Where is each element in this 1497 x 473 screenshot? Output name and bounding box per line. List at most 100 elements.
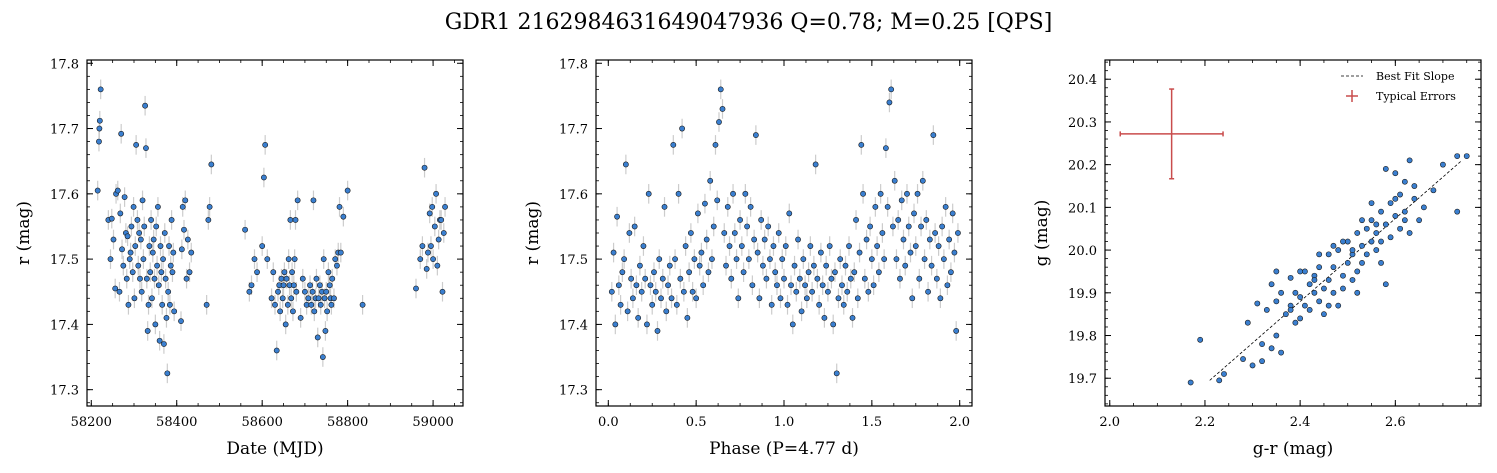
data-point [136,230,143,236]
data-point [1316,251,1323,258]
data-point [164,370,171,377]
data-point [1240,356,1246,362]
data-point [132,243,139,249]
data-point [782,243,789,249]
y-tick-label: 17.3 [50,384,79,399]
data-point [1297,268,1304,275]
data-point [1411,195,1418,202]
data-point [738,243,745,249]
data-point [682,243,689,249]
data-point [1401,178,1408,185]
data-point [186,269,193,276]
data-point [1273,298,1280,305]
data-point [159,301,166,308]
data-point [735,295,742,302]
data-point [953,328,960,334]
data-point [1278,349,1285,356]
y-axis-label: g (mag) [1032,200,1052,267]
data-point [1363,251,1370,258]
data-point [138,288,145,295]
data-point [268,295,275,302]
data-point [883,145,889,152]
data-point [1354,230,1361,236]
data-point [310,197,317,204]
data-point [1368,200,1375,206]
data-point [949,210,956,217]
data-point [802,282,808,289]
data-point [163,314,170,321]
data-point [881,256,888,263]
data-point [1382,166,1389,172]
data-point [1330,242,1337,249]
data-point [810,262,817,269]
data-point [656,256,663,263]
data-point [433,190,439,197]
axes-frame [86,59,464,407]
data-point [155,203,161,210]
data-point [868,256,875,263]
data-point [149,249,156,256]
data-point [178,246,185,253]
data-point [793,288,800,295]
data-point [332,256,339,263]
data-point [796,275,803,282]
data-point [203,301,210,308]
figure-title: GDR1 2162984631649047936 Q=0.78; M=0.25 … [444,10,1053,35]
data-point [909,295,916,302]
y-tick-label: 20.4 [1068,73,1097,88]
data-point [119,246,125,253]
data-point [1273,268,1280,275]
data-point [823,262,830,269]
data-point [1335,302,1342,309]
y-tick-label: 20.2 [1068,159,1097,174]
data-point [314,334,321,341]
data-point [1382,221,1389,228]
data-point [709,256,715,263]
data-point [763,275,770,282]
data-point [689,288,696,295]
data-point [714,197,721,204]
data-point [897,275,903,282]
data-point [758,217,765,223]
data-point [768,301,775,308]
data-point [1273,332,1280,339]
data-point [320,256,327,263]
data-point [1330,264,1337,271]
data-point [246,288,253,295]
data-point [638,288,645,295]
data-point [614,213,620,220]
data-point [1416,217,1423,224]
data-point [128,223,135,230]
y-tick-label: 17.4 [50,318,79,333]
data-point [206,203,213,210]
data-point [791,262,798,269]
data-point [123,275,130,282]
data-point [745,256,752,263]
data-point [765,223,772,230]
data-point [686,269,693,276]
data-point [290,308,296,315]
x-tick-label: 2.4 [1290,415,1311,430]
data-point [935,243,942,249]
data-point [305,295,312,302]
data-point [426,210,433,217]
data-point [423,266,430,272]
data-point [786,210,793,217]
data-point [805,269,812,276]
data-point [248,282,255,289]
data-point [110,236,117,243]
data-point [795,236,801,243]
y-tick-label: 17.7 [50,123,79,138]
data-point [324,308,331,315]
data-point [629,295,636,302]
data-point [663,308,670,315]
data-point [919,177,926,184]
data-point [1325,302,1332,309]
data-point [946,236,953,243]
data-point [840,301,847,308]
data-point [918,223,924,230]
data-point [1344,260,1351,266]
axes-frame [1104,59,1482,407]
data-point [635,314,642,321]
data-point [737,217,743,223]
